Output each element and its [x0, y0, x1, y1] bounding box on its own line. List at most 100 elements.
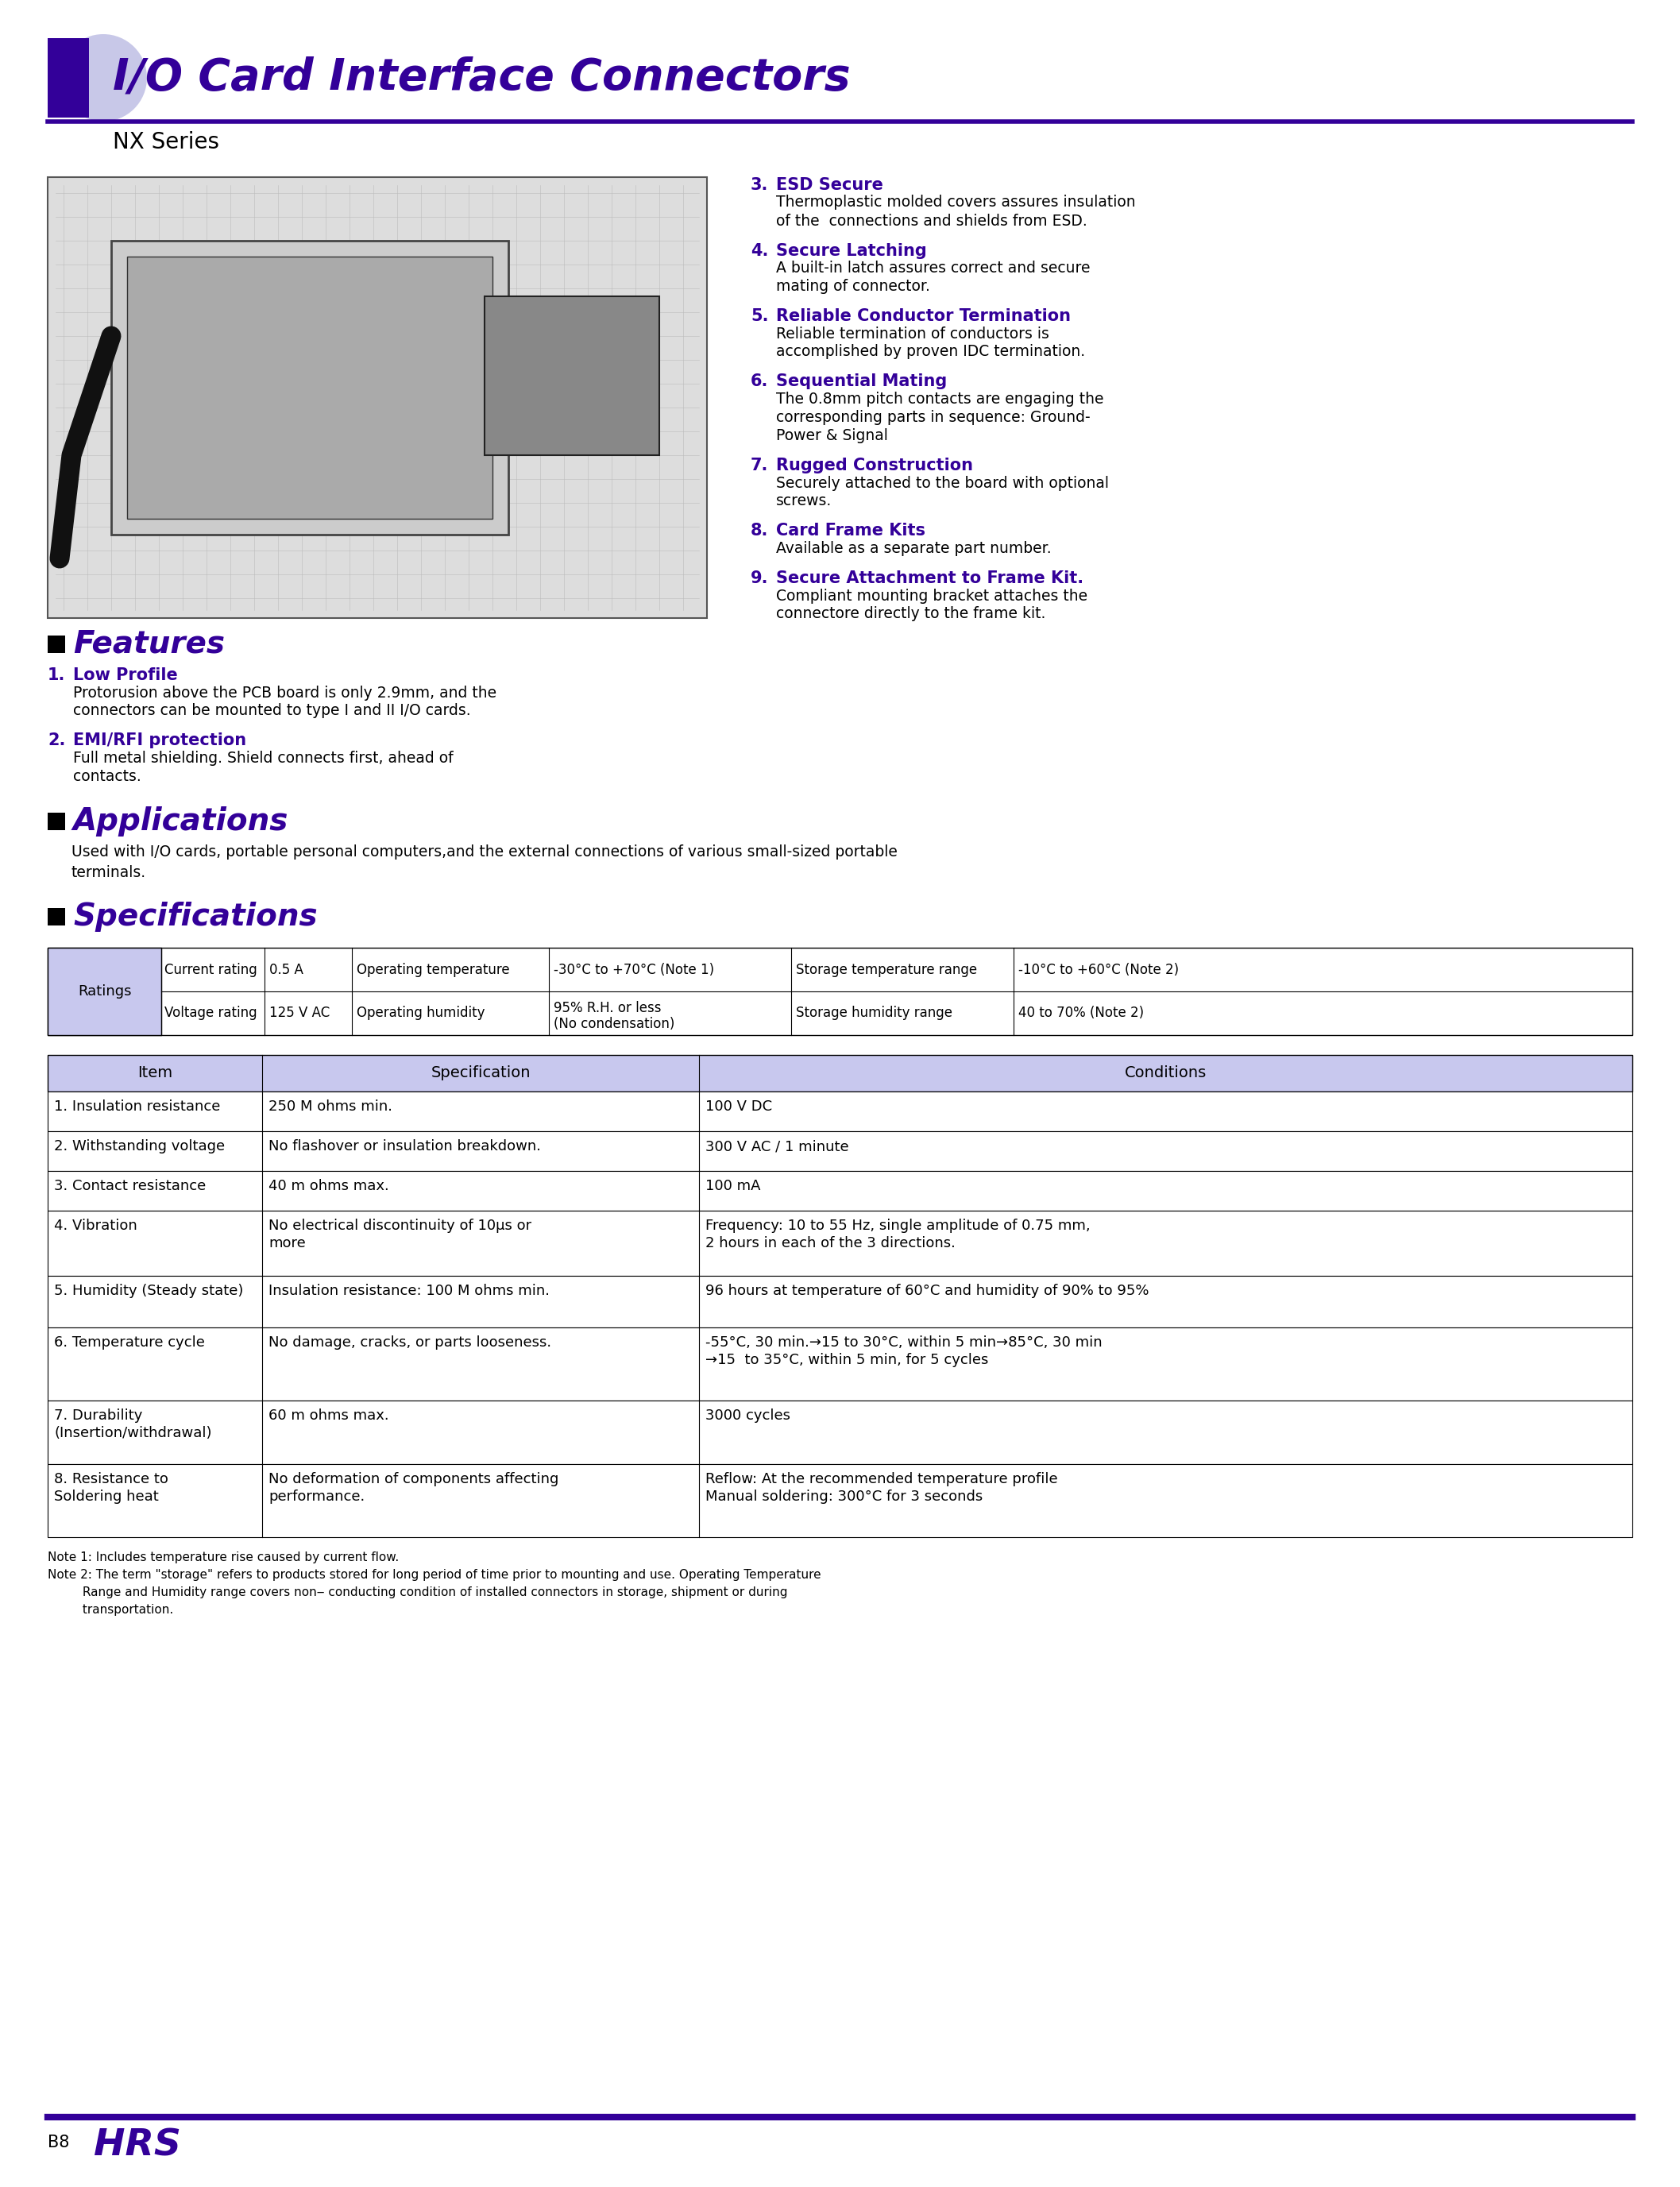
Bar [128, 256, 492, 518]
Text: -55°C, 30 min.→15 to 30°C, within 5 min→85°C, 30 min: -55°C, 30 min.→15 to 30°C, within 5 min→… [706, 1336, 1102, 1349]
Text: Power & Signal: Power & Signal [776, 429, 889, 444]
Text: Securely attached to the board with optional: Securely attached to the board with opti… [776, 475, 1109, 490]
Text: Protorusion above the PCB board is only 2.9mm, and the: Protorusion above the PCB board is only … [72, 685, 497, 700]
Bar [47, 1400, 1633, 1463]
Text: 2 hours in each of the 3 directions.: 2 hours in each of the 3 directions. [706, 1236, 956, 1251]
Text: Reflow: At the recommended temperature profile: Reflow: At the recommended temperature p… [706, 1472, 1058, 1487]
Bar [47, 1170, 1633, 1212]
Text: No damage, cracks, or parts looseness.: No damage, cracks, or parts looseness. [269, 1336, 551, 1349]
Text: No electrical discontinuity of 10μs or: No electrical discontinuity of 10μs or [269, 1218, 531, 1233]
Text: performance.: performance. [269, 1489, 365, 1505]
Text: 1. Insulation resistance: 1. Insulation resistance [54, 1100, 220, 1113]
Text: 2. Withstanding voltage: 2. Withstanding voltage [54, 1139, 225, 1153]
Text: 4.: 4. [751, 243, 768, 258]
Text: accomplished by proven IDC termination.: accomplished by proven IDC termination. [776, 343, 1085, 359]
Text: -10°C to +60°C (Note 2): -10°C to +60°C (Note 2) [1018, 962, 1179, 978]
Text: Sequential Mating: Sequential Mating [776, 374, 948, 389]
Text: 1.: 1. [47, 667, 66, 682]
Text: Current rating: Current rating [165, 962, 257, 978]
Bar [111, 241, 509, 534]
Ellipse shape [59, 35, 146, 122]
Bar [47, 1091, 1633, 1131]
Text: A built-in latch assures correct and secure: A built-in latch assures correct and sec… [776, 260, 1090, 276]
Text: 100 mA: 100 mA [706, 1179, 761, 1194]
Text: 6.: 6. [751, 374, 768, 389]
Text: →15  to 35°C, within 5 min, for 5 cycles: →15 to 35°C, within 5 min, for 5 cycles [706, 1354, 988, 1367]
Text: 5. Humidity (Steady state): 5. Humidity (Steady state) [54, 1284, 244, 1299]
Text: Voltage rating: Voltage rating [165, 1006, 257, 1021]
Text: -30°C to +70°C (Note 1): -30°C to +70°C (Note 1) [554, 962, 714, 978]
Text: 8.: 8. [751, 523, 768, 538]
Text: 7. Durability: 7. Durability [54, 1408, 143, 1424]
Text: 2.: 2. [47, 733, 66, 748]
Text: 250 M ohms min.: 250 M ohms min. [269, 1100, 393, 1113]
Text: more: more [269, 1236, 306, 1251]
Text: The 0.8mm pitch contacts are engaging the: The 0.8mm pitch contacts are engaging th… [776, 391, 1104, 407]
Text: EMI/RFI protection: EMI/RFI protection [72, 733, 247, 748]
Text: 3.: 3. [751, 177, 768, 192]
Text: 3. Contact resistance: 3. Contact resistance [54, 1179, 207, 1194]
Text: 40 to 70% (Note 2): 40 to 70% (Note 2) [1018, 1006, 1144, 1021]
Bar [47, 1328, 1633, 1400]
Text: Manual soldering: 300°C for 3 seconds: Manual soldering: 300°C for 3 seconds [706, 1489, 983, 1505]
Text: Storage humidity range: Storage humidity range [796, 1006, 953, 1021]
Text: 9.: 9. [751, 571, 768, 586]
Bar [47, 37, 89, 118]
Text: Operating temperature: Operating temperature [356, 962, 509, 978]
Bar [47, 1275, 1633, 1328]
Bar [47, 947, 161, 1034]
Text: Storage temperature range: Storage temperature range [796, 962, 978, 978]
Text: transportation.: transportation. [47, 1603, 173, 1616]
Text: 40 m ohms max.: 40 m ohms max. [269, 1179, 390, 1194]
Bar [47, 636, 66, 654]
Text: 8. Resistance to: 8. Resistance to [54, 1472, 168, 1487]
Text: Compliant mounting bracket attaches the: Compliant mounting bracket attaches the [776, 588, 1087, 604]
Text: Operating humidity: Operating humidity [356, 1006, 486, 1021]
Text: 100 V DC: 100 V DC [706, 1100, 773, 1113]
Text: Applications: Applications [72, 807, 289, 835]
Text: ESD Secure: ESD Secure [776, 177, 884, 192]
Text: Reliable termination of conductors is: Reliable termination of conductors is [776, 326, 1050, 341]
Text: HRS: HRS [94, 2128, 181, 2163]
Text: Rugged Construction: Rugged Construction [776, 457, 973, 472]
Text: NX Series: NX Series [113, 131, 218, 153]
Text: 60 m ohms max.: 60 m ohms max. [269, 1408, 390, 1424]
Bar [47, 1131, 1633, 1170]
Text: Full metal shielding. Shield connects first, ahead of: Full metal shielding. Shield connects fi… [72, 750, 454, 765]
Text: Note 2: The term "storage" refers to products stored for long period of time pri: Note 2: The term "storage" refers to pro… [47, 1568, 822, 1581]
Text: 300 V AC / 1 minute: 300 V AC / 1 minute [706, 1139, 848, 1153]
Text: B8: B8 [47, 2135, 69, 2150]
Text: terminals.: terminals. [72, 866, 146, 879]
Text: (Insertion/withdrawal): (Insertion/withdrawal) [54, 1426, 212, 1441]
Text: of the  connections and shields from ESD.: of the connections and shields from ESD. [776, 214, 1087, 227]
Text: 7.: 7. [751, 457, 768, 472]
Text: Card Frame Kits: Card Frame Kits [776, 523, 926, 538]
Text: Secure Latching: Secure Latching [776, 243, 927, 258]
Text: screws.: screws. [776, 494, 832, 510]
Bar [47, 908, 66, 925]
Text: Item: Item [138, 1065, 173, 1080]
Bar [47, 1212, 1633, 1275]
Text: connectors can be mounted to type I and II I/O cards.: connectors can be mounted to type I and … [72, 704, 470, 720]
Bar [47, 177, 707, 619]
Text: Range and Humidity range covers non‒ conducting condition of installed connector: Range and Humidity range covers non‒ con… [47, 1586, 788, 1599]
Text: (No condensation): (No condensation) [554, 1017, 675, 1030]
Text: No flashover or insulation breakdown.: No flashover or insulation breakdown. [269, 1139, 541, 1153]
Text: Insulation resistance: 100 M ohms min.: Insulation resistance: 100 M ohms min. [269, 1284, 549, 1299]
Text: Used with I/O cards, portable personal computers,and the external connections of: Used with I/O cards, portable personal c… [72, 844, 897, 859]
Text: Thermoplastic molded covers assures insulation: Thermoplastic molded covers assures insu… [776, 195, 1136, 210]
Text: Frequency: 10 to 55 Hz, single amplitude of 0.75 mm,: Frequency: 10 to 55 Hz, single amplitude… [706, 1218, 1090, 1233]
Text: Soldering heat: Soldering heat [54, 1489, 158, 1505]
Text: Features: Features [72, 630, 225, 658]
Text: 0.5 A: 0.5 A [269, 962, 304, 978]
Text: Note 1: Includes temperature rise caused by current flow.: Note 1: Includes temperature rise caused… [47, 1551, 398, 1564]
Bar [47, 1463, 1633, 1537]
Text: 95% R.H. or less: 95% R.H. or less [554, 1002, 662, 1015]
Text: Available as a separate part number.: Available as a separate part number. [776, 540, 1052, 555]
Text: 4. Vibration: 4. Vibration [54, 1218, 138, 1233]
Bar [47, 814, 66, 831]
Bar [47, 1054, 1633, 1091]
Text: mating of connector.: mating of connector. [776, 278, 931, 293]
Text: contacts.: contacts. [72, 770, 141, 785]
Text: Secure Attachment to Frame Kit.: Secure Attachment to Frame Kit. [776, 571, 1084, 586]
